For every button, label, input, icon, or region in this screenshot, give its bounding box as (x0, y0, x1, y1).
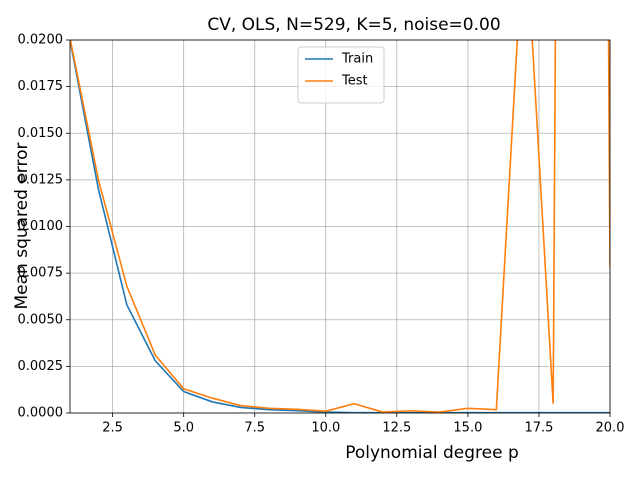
y-tick-label: 0.0050 (18, 312, 64, 327)
x-tick-label: 7.5 (244, 421, 265, 436)
legend: Train Test (297, 46, 385, 104)
y-tick-label: 0.0100 (18, 219, 64, 234)
x-tick-label: 15.0 (453, 421, 482, 436)
y-tick-label: 0.0025 (18, 359, 64, 374)
x-tick-label: 17.5 (524, 421, 553, 436)
x-tick-label: 5.0 (173, 421, 194, 436)
y-tick-label: 0.0175 (18, 79, 64, 94)
x-tick-label: 2.5 (102, 421, 123, 436)
legend-label: Train (341, 52, 373, 67)
axes-frame (69, 39, 611, 414)
y-axis-label: Mean squared error (12, 143, 32, 310)
x-tick-label: 12.5 (382, 421, 411, 436)
y-tick-label: 0.0000 (18, 406, 64, 421)
y-tick-label: 0.0075 (18, 266, 64, 281)
y-tick-label: 0.0125 (18, 172, 64, 187)
x-axis-label: Polynomial degree p (345, 443, 519, 463)
x-tick-label: 20.0 (596, 421, 625, 436)
y-tick-label: 0.0150 (18, 126, 64, 141)
legend-label: Test (341, 74, 368, 89)
y-tick-label: 0.0200 (18, 33, 64, 48)
legend-box (297, 46, 385, 104)
grid: 0.0000 0.0025 0.0050 0.0075 0.0100 0.0125 0.01… (18, 33, 625, 436)
chart-title: CV, OLS, N=529, K=5, noise=0.00 (207, 15, 500, 35)
x-tick-label: 10.0 (311, 421, 340, 436)
series-line (70, 40, 610, 413)
